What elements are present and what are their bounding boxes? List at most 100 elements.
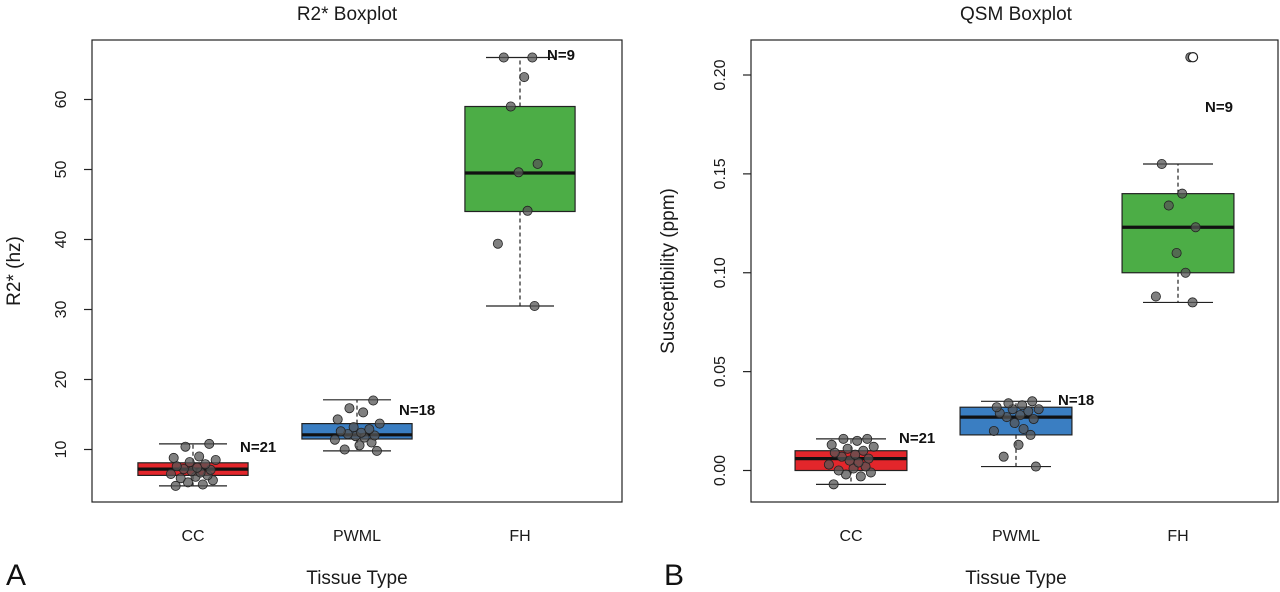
n-label: N=21	[899, 430, 935, 447]
panel-a-x-axis-label: Tissue Type	[306, 568, 407, 589]
data-point	[168, 452, 179, 463]
data-point	[180, 441, 191, 452]
data-point	[529, 300, 540, 311]
data-point	[522, 205, 533, 216]
data-point	[838, 433, 849, 444]
panel-b-points	[823, 52, 1201, 490]
data-point	[1023, 406, 1034, 417]
x-tick-label: PWML	[333, 528, 381, 545]
iqr-box	[464, 105, 576, 213]
data-point	[329, 434, 340, 445]
data-point	[532, 158, 543, 169]
data-point	[348, 422, 359, 433]
data-point	[1018, 423, 1029, 434]
panel-b-x-axis-label: Tissue Type	[965, 568, 1066, 589]
data-point	[823, 459, 834, 470]
data-point	[1156, 158, 1167, 169]
data-point	[1033, 404, 1044, 415]
data-point	[374, 418, 385, 429]
data-point	[868, 441, 879, 452]
data-point	[335, 426, 346, 437]
outlier-point	[1187, 52, 1199, 63]
data-point	[1013, 439, 1024, 450]
data-point	[204, 438, 215, 449]
data-point	[1030, 461, 1041, 472]
data-point	[371, 445, 382, 456]
panel-b-y-axis: 0.00 0.05 0.10 0.15 0.20	[712, 59, 751, 486]
panel-a-title: R2* Boxplot	[297, 4, 398, 25]
data-point	[505, 101, 516, 112]
panel-b-title: QSM Boxplot	[960, 4, 1073, 25]
data-point	[1150, 291, 1161, 302]
n-label: N=18	[399, 402, 435, 419]
data-point	[175, 473, 186, 484]
n-label: N=9	[547, 47, 575, 64]
y-tick-label: 30	[53, 301, 70, 319]
panel-a-letter: A	[6, 559, 26, 592]
data-point	[1171, 247, 1182, 258]
data-point	[519, 72, 530, 83]
data-point	[1015, 410, 1026, 421]
data-point	[850, 449, 861, 460]
x-tick-label: CC	[839, 528, 862, 545]
data-point	[1017, 400, 1028, 411]
data-point	[165, 468, 176, 479]
data-point	[184, 457, 195, 468]
data-point	[862, 433, 873, 444]
data-point	[492, 238, 503, 249]
data-point	[988, 425, 999, 436]
n-label: N=9	[1205, 99, 1233, 116]
box-fh: N=9	[1121, 99, 1235, 304]
y-tick-label: 0.15	[712, 158, 729, 189]
panel-b: QSM Boxplot 0.00 0.05 0.10 0.15 0.20 CC PWML F…	[658, 4, 1279, 592]
y-tick-label: 0.20	[712, 59, 729, 90]
data-point	[833, 465, 844, 476]
data-point	[863, 453, 874, 464]
data-point	[998, 451, 1009, 462]
data-point	[858, 445, 869, 456]
panel-a-x-axis: CC PWML FH	[181, 528, 530, 545]
data-point	[842, 443, 853, 454]
y-tick-label: 0.00	[712, 455, 729, 486]
panel-a-boxes: N=21 N=18 N=9	[137, 47, 576, 487]
panel-b-y-axis-label: Susceptibility (ppm)	[658, 188, 679, 354]
data-point	[197, 479, 208, 490]
data-point	[354, 440, 365, 451]
panel-b-plot-frame	[750, 39, 1279, 503]
data-point	[1163, 200, 1174, 211]
data-point	[1187, 297, 1198, 308]
data-point	[1003, 398, 1014, 409]
n-label: N=18	[1058, 392, 1094, 409]
data-point	[368, 395, 379, 406]
panel-a-y-axis-label: R2* (hz)	[4, 236, 25, 306]
data-point	[1028, 414, 1039, 425]
data-point	[1190, 222, 1201, 233]
data-point	[344, 403, 355, 414]
data-point	[369, 430, 380, 441]
data-point	[1027, 396, 1038, 407]
data-point	[1009, 418, 1020, 429]
panel-b-x-axis: CC PWML FH	[839, 528, 1188, 545]
data-point	[828, 479, 839, 490]
data-point	[1177, 188, 1188, 199]
data-point	[171, 461, 182, 472]
y-tick-label: 50	[53, 161, 70, 179]
data-point	[513, 167, 524, 178]
panel-a-y-axis: 10 20 30 40 50 60	[53, 91, 92, 458]
data-point	[339, 444, 350, 455]
x-tick-label: FH	[509, 528, 530, 545]
data-point	[358, 407, 369, 418]
x-tick-label: PWML	[992, 528, 1040, 545]
box-fh: N=9	[464, 47, 576, 307]
data-point	[170, 480, 181, 491]
data-point	[200, 459, 211, 470]
x-tick-label: CC	[181, 528, 204, 545]
panel-a-plot-frame	[91, 39, 623, 503]
data-point	[498, 52, 509, 63]
y-tick-label: 20	[53, 371, 70, 389]
x-tick-label: FH	[1167, 528, 1188, 545]
data-point	[991, 402, 1002, 413]
data-point	[364, 424, 375, 435]
